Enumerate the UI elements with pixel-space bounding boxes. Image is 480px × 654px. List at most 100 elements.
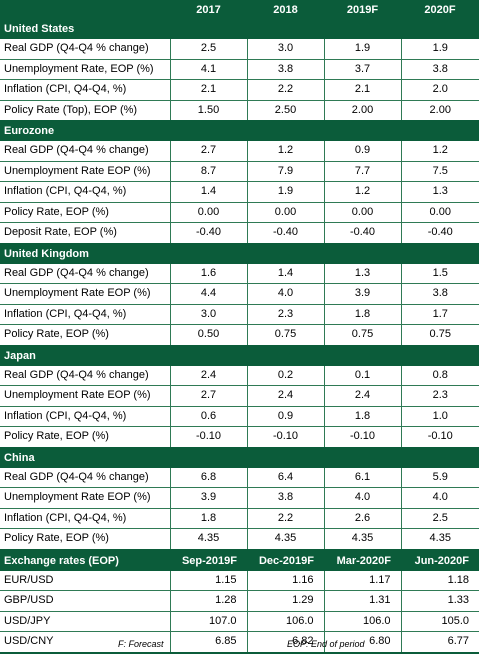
row-value: 8.7 — [169, 161, 247, 182]
row-value: 1.28 — [169, 590, 247, 612]
row-value: 3.8 — [246, 487, 324, 509]
row-value: 6.1 — [323, 467, 401, 488]
table-row: Policy Rate, EOP (%) 0.00 0.00 0.00 0.00 — [0, 202, 479, 223]
row-label: Inflation (CPI, Q4-Q4, %) — [0, 79, 171, 101]
row-value: 1.9 — [246, 181, 324, 203]
header-col-2: 2019F — [324, 0, 401, 20]
row-value: -0.40 — [246, 222, 324, 245]
row-value: 2.5 — [169, 39, 247, 60]
row-value: 1.9 — [400, 39, 479, 60]
row-value: 1.3 — [323, 263, 401, 284]
row-label: Real GDP (Q4-Q4 % change) — [0, 467, 171, 488]
row-label: Real GDP (Q4-Q4 % change) — [0, 263, 171, 284]
row-value: 2.00 — [400, 100, 479, 122]
row-value: 4.35 — [169, 528, 247, 551]
header-col-0: 2017 — [170, 0, 247, 20]
table-row: Unemployment Rate EOP (%) 3.9 3.8 4.0 4.0 — [0, 487, 479, 509]
row-value: 1.15 — [169, 570, 247, 591]
row-value: 1.0 — [400, 406, 479, 427]
row-value: 1.2 — [246, 141, 324, 162]
section-title: Japan — [0, 345, 479, 366]
row-label: Inflation (CPI, Q4-Q4, %) — [0, 508, 171, 529]
table-row: Unemployment Rate EOP (%) 8.7 7.9 7.7 7.5 — [0, 161, 479, 182]
row-value: 0.8 — [400, 365, 479, 386]
row-value: 2.4 — [169, 365, 247, 386]
table-row: USD/JPY 107.0 106.0 106.0 105.0 — [0, 611, 479, 632]
row-value: 3.9 — [323, 283, 401, 305]
row-value: 5.9 — [400, 467, 479, 488]
row-value: 6.80 — [323, 631, 401, 654]
row-value: 1.6 — [169, 263, 247, 284]
row-value: 0.1 — [323, 365, 401, 386]
row-label: Real GDP (Q4-Q4 % change) — [0, 141, 171, 162]
row-value: -0.40 — [323, 222, 401, 245]
table-row: Unemployment Rate, EOP (%) 4.1 3.8 3.7 3.8 — [0, 59, 479, 80]
row-value: 0.75 — [246, 324, 324, 347]
table-row: Unemployment Rate EOP (%) 4.4 4.0 3.9 3.8 — [0, 283, 479, 305]
row-label: EUR/USD — [0, 570, 171, 591]
header-blank-cell — [0, 0, 170, 20]
table-row: Inflation (CPI, Q4-Q4, %) 3.0 2.3 1.8 1.7 — [0, 304, 479, 325]
row-value: 0.00 — [169, 202, 247, 223]
footnote-eop: EOP: End of period — [287, 639, 365, 649]
table-row: Inflation (CPI, Q4-Q4, %) 1.4 1.9 1.2 1.3 — [0, 181, 479, 203]
row-value: 1.3 — [400, 181, 479, 203]
table-row: Real GDP (Q4-Q4 % change) 2.5 3.0 1.9 1.9 — [0, 39, 479, 60]
row-value: 3.0 — [246, 39, 324, 60]
row-value: 4.0 — [323, 487, 401, 509]
row-value: 1.8 — [323, 304, 401, 325]
section-header: China — [0, 447, 479, 468]
row-value: 2.1 — [323, 79, 401, 101]
row-label: Unemployment Rate EOP (%) — [0, 385, 171, 407]
row-value: -0.40 — [400, 222, 479, 245]
row-value: 0.9 — [246, 406, 324, 427]
row-value: 7.9 — [246, 161, 324, 182]
section-header: Japan — [0, 345, 479, 366]
row-label: Policy Rate (Top), EOP (%) — [0, 100, 171, 122]
row-value: 2.2 — [246, 79, 324, 101]
row-value: 6.4 — [246, 467, 324, 488]
row-label: Policy Rate, EOP (%) — [0, 426, 171, 449]
row-value: -0.10 — [246, 426, 324, 449]
row-value: 0.9 — [323, 141, 401, 162]
row-value: 2.5 — [400, 508, 479, 529]
row-label: Unemployment Rate EOP (%) — [0, 487, 171, 509]
row-label: Policy Rate, EOP (%) — [0, 202, 171, 223]
row-value: 0.6 — [169, 406, 247, 427]
section-header: United Kingdom — [0, 243, 479, 264]
table-row: Real GDP (Q4-Q4 % change) 1.6 1.4 1.3 1.5 — [0, 263, 479, 284]
row-value: 3.8 — [400, 283, 479, 305]
row-value: 1.50 — [169, 100, 247, 122]
row-value: 1.29 — [246, 590, 324, 612]
row-label: Policy Rate, EOP (%) — [0, 528, 171, 551]
row-label: Policy Rate, EOP (%) — [0, 324, 171, 347]
section-title: United Kingdom — [0, 243, 479, 264]
row-value: 2.50 — [246, 100, 324, 122]
table-row: Inflation (CPI, Q4-Q4, %) 0.6 0.9 1.8 1.0 — [0, 406, 479, 427]
row-label: USD/JPY — [0, 611, 171, 632]
row-value: 4.35 — [246, 528, 324, 551]
row-value: 3.9 — [169, 487, 247, 509]
row-value: 2.4 — [323, 385, 401, 407]
row-value: 0.50 — [169, 324, 247, 347]
row-value: 2.00 — [323, 100, 401, 122]
row-value: 1.5 — [400, 263, 479, 284]
section-title: Eurozone — [0, 121, 479, 141]
row-label: Unemployment Rate EOP (%) — [0, 283, 171, 305]
row-label: GBP/USD — [0, 590, 171, 612]
row-value: 0.2 — [246, 365, 324, 386]
row-value: 1.31 — [323, 590, 401, 612]
row-value: 1.17 — [323, 570, 401, 591]
row-label: Inflation (CPI, Q4-Q4, %) — [0, 406, 171, 427]
row-value: 1.7 — [400, 304, 479, 325]
row-label: Unemployment Rate EOP (%) — [0, 161, 171, 182]
row-value: 1.4 — [246, 263, 324, 284]
row-value: 7.5 — [400, 161, 479, 182]
row-value: -0.10 — [323, 426, 401, 449]
row-label: Real GDP (Q4-Q4 % change) — [0, 365, 171, 386]
exchange-col-0: Sep-2019F — [170, 549, 247, 571]
row-value: 1.2 — [400, 141, 479, 162]
row-value: 1.33 — [400, 590, 479, 612]
row-value: 2.3 — [400, 385, 479, 407]
